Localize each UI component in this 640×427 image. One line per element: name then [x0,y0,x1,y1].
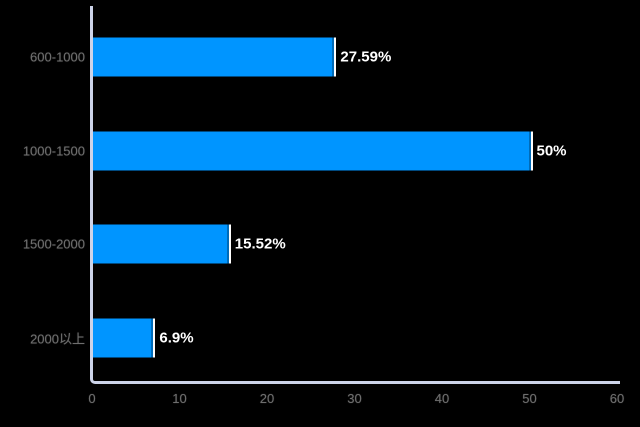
value-label: 50% [536,142,567,160]
bar-row: 1500-2000 15.52% [23,198,618,292]
category-label: 1000-1500 [22,143,85,159]
plot-rows: 600-1000 27.59% 1000-1500 50% 1500-2000 15.52… [23,10,618,385]
x-tick-label: 50 [522,391,537,406]
value-label: 27.59% [340,48,392,66]
value-label: 6.9% [159,329,194,347]
x-tick-label: 60 [609,391,625,406]
value-label: 15.52% [234,235,286,253]
x-tick-label: 10 [172,391,187,406]
category-label: 600-1000 [30,49,85,65]
bar [93,37,337,77]
category-label: 1500-2000 [22,236,85,252]
bar-row: 2000以上 6.9% [30,291,618,385]
bar-row: 600-1000 27.59% [30,10,618,104]
x-axis-ticks: 0 10 20 30 40 50 60 [88,391,624,411]
x-tick-label: 30 [347,391,362,406]
x-tick-label: 40 [434,391,450,406]
bar [93,318,156,358]
plot-area [90,6,620,384]
x-tick-label: 20 [259,391,275,406]
bar [93,224,231,264]
x-tick-label: 0 [88,391,96,406]
bar-row: 1000-1500 50% [23,104,618,198]
bar [93,131,533,171]
category-label: 2000以上 [30,331,85,347]
